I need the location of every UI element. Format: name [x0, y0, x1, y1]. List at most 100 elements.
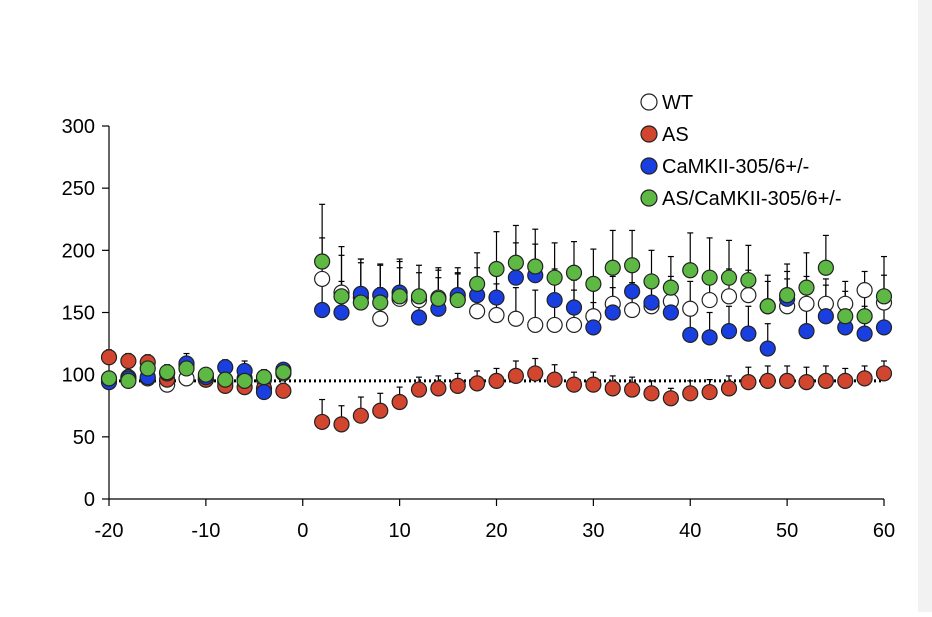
data-point	[798, 374, 815, 391]
data-point	[624, 283, 641, 300]
legend-label: AS	[662, 124, 689, 146]
data-point	[875, 319, 893, 336]
data-point	[488, 306, 505, 324]
x-tick-label: 50	[776, 520, 798, 542]
data-point	[720, 323, 738, 340]
data-point	[720, 288, 738, 305]
y-tick-label: 200	[62, 240, 95, 262]
data-point	[488, 289, 505, 306]
data-point	[759, 340, 776, 357]
data-point	[643, 273, 660, 290]
data-point	[120, 372, 137, 389]
data-point	[856, 370, 873, 387]
y-tick-label: 50	[73, 427, 95, 449]
legend-marker	[640, 189, 658, 207]
data-point	[546, 316, 563, 334]
data-point	[856, 282, 873, 299]
data-point	[701, 383, 718, 401]
data-point	[469, 375, 486, 392]
data-point	[120, 352, 137, 370]
data-point	[314, 270, 331, 288]
y-tick-label: 300	[62, 116, 95, 138]
data-point	[410, 381, 428, 398]
x-tick-label: -20	[95, 520, 124, 542]
data-point	[682, 262, 699, 279]
x-tick-label: 30	[582, 520, 604, 542]
data-point	[662, 279, 679, 296]
data-point	[255, 383, 273, 401]
data-point	[430, 380, 447, 397]
data-point	[759, 372, 776, 389]
data-point	[372, 310, 389, 327]
data-point	[779, 372, 796, 389]
data-point	[682, 385, 699, 402]
data-point	[817, 308, 834, 325]
legend-label: WT	[662, 92, 693, 114]
axes: 0 50 100 150 200 250 300 -20 -10 0 10 20 30 40 50 60	[62, 116, 896, 542]
y-tick-label: 0	[84, 489, 95, 511]
data-point	[507, 269, 524, 286]
data-point	[488, 372, 505, 389]
data-point	[333, 288, 350, 305]
x-tick-label: 10	[389, 520, 411, 542]
data-point	[837, 372, 854, 389]
data-point	[798, 295, 815, 312]
data-point	[159, 364, 176, 381]
data-point	[314, 413, 331, 431]
data-point	[507, 310, 524, 327]
data-point	[449, 291, 466, 309]
data-point	[275, 382, 292, 399]
y-tick-label: 150	[62, 303, 95, 325]
data-point	[565, 264, 583, 281]
data-point	[604, 259, 621, 276]
data-point	[856, 308, 873, 325]
data-point	[139, 360, 156, 377]
x-tick-label: 60	[873, 520, 895, 542]
data-point	[643, 385, 660, 402]
data-point	[507, 254, 524, 271]
data-point	[875, 288, 893, 305]
data-point	[740, 272, 757, 289]
x-tick-label: 20	[485, 520, 507, 542]
data-point	[410, 309, 428, 326]
data-point	[100, 349, 118, 366]
data-point	[604, 380, 621, 397]
x-tick-label: -10	[191, 520, 220, 542]
data-point	[372, 402, 389, 419]
data-point	[856, 325, 873, 342]
data-point	[624, 301, 641, 319]
data-point	[798, 279, 815, 296]
data-point	[546, 291, 563, 309]
data-point	[817, 259, 834, 276]
data-point	[585, 376, 602, 393]
data-point	[410, 288, 428, 305]
data-point	[585, 275, 602, 293]
data-point	[352, 294, 369, 311]
data-point	[643, 294, 660, 311]
data-point	[817, 372, 834, 389]
data-point	[701, 291, 718, 309]
data-point	[585, 319, 602, 336]
y-tick-label: 250	[62, 178, 95, 200]
data-point	[527, 258, 544, 275]
data-point	[624, 381, 641, 398]
data-point	[682, 326, 699, 343]
data-point	[546, 269, 563, 286]
data-point	[255, 369, 273, 386]
legend-label: AS/CaMKII-305/6+/-	[662, 188, 842, 210]
data-point	[740, 325, 757, 342]
data-point	[314, 253, 331, 270]
data-point	[779, 286, 796, 304]
data-point	[217, 371, 234, 388]
data-point	[507, 367, 524, 385]
data-point	[333, 304, 350, 321]
legend-label: CaMKII-305/6+/-	[662, 156, 809, 178]
data-point	[798, 323, 815, 340]
data-point	[469, 275, 486, 293]
data-point	[546, 371, 563, 388]
series-points-3	[100, 253, 893, 389]
data-point	[314, 301, 331, 319]
x-tick-label: 0	[297, 520, 308, 542]
data-point	[527, 365, 544, 382]
